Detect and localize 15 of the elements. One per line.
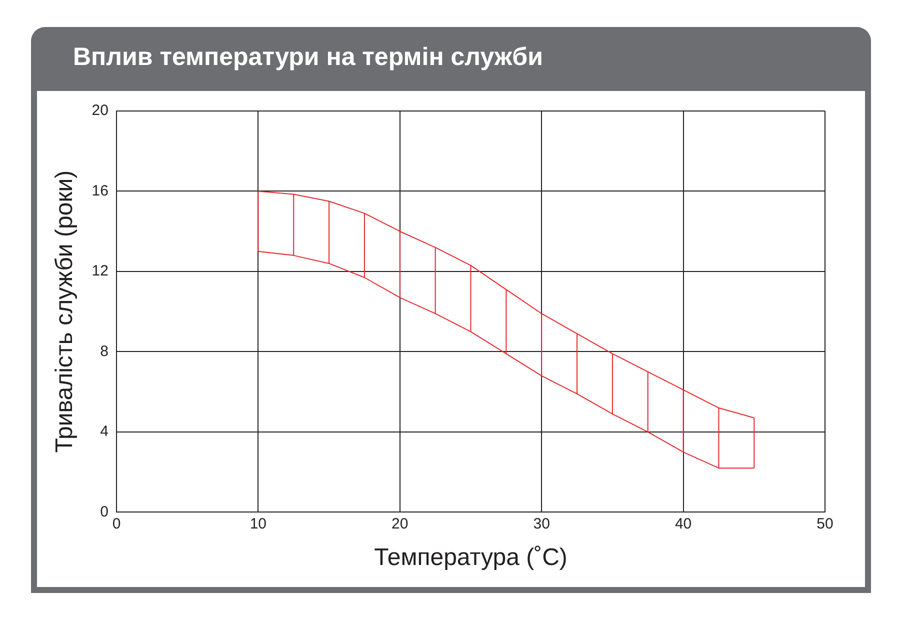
y-tick-label: 0 — [100, 503, 108, 520]
y-tick-label: 16 — [92, 182, 108, 200]
x-tick-label: 50 — [816, 515, 834, 532]
x-axis-title: Температура (˚C) — [374, 544, 568, 572]
x-tick-label: 0 — [112, 515, 121, 532]
x-tick-label: 30 — [533, 515, 550, 532]
y-tick-label: 12 — [92, 262, 108, 280]
x-tick-label: 40 — [674, 515, 692, 532]
x-tick-label: 10 — [250, 515, 267, 532]
chart-title: Вплив температури на термін служби — [73, 43, 543, 72]
y-tick-label: 8 — [100, 342, 108, 360]
y-axis-title: Тривалість служби (роки) — [51, 170, 78, 453]
y-tick-label: 4 — [100, 423, 108, 440]
x-tick-label: 20 — [392, 515, 408, 532]
y-tick-label: 20 — [92, 102, 108, 120]
